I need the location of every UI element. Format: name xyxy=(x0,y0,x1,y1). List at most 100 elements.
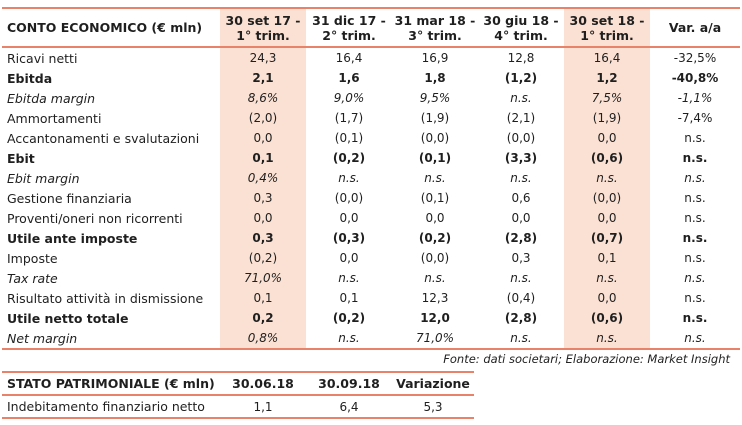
value-cell: 9,5% xyxy=(419,91,451,105)
row-label: Ebit margin xyxy=(7,170,80,186)
value-cell: 5,3 xyxy=(392,395,474,419)
row-ammortamenti: Ammortamenti (2,0) (1,7) (1,9) (2,1) (1,9) -7,… xyxy=(2,108,740,128)
column-header-date-2: 30.09.18 xyxy=(306,371,392,396)
value-cell: (0,4) xyxy=(506,291,536,305)
row-ebit-margin: Ebit margin 0,4% n.s. n.s. n.s. n.s. n.s. xyxy=(2,168,740,188)
value-cell: 6,4 xyxy=(306,395,392,419)
row-label: Imposte xyxy=(7,250,58,266)
value-cell: 9,0% xyxy=(333,91,365,105)
value-cell: n.s. xyxy=(682,151,708,165)
value-cell: n.s. xyxy=(564,168,650,188)
value-cell: (0,1) xyxy=(418,151,452,165)
row-label: Utile netto totale xyxy=(7,310,129,326)
value-cell: (0,0) xyxy=(506,131,536,145)
value-cell: 0,8% xyxy=(220,328,306,350)
row-proventi-oneri-non-ricorrenti: Proventi/oneri non ricorrenti 0,0 0,0 0,0 0,… xyxy=(2,208,740,228)
source-note: Fonte: dati societari; Elaborazione: Mar… xyxy=(443,352,730,366)
row-label: Net margin xyxy=(2,328,220,350)
value-cell: (0,1) xyxy=(420,191,450,205)
value-cell: 1,8 xyxy=(424,71,446,85)
column-header-line1: 30 set 17 - xyxy=(225,12,301,28)
value-cell: 0,0 xyxy=(220,128,306,148)
value-cell: 0,0 xyxy=(339,251,359,265)
income-statement-title: CONTO ECONOMICO (€ mln) xyxy=(2,7,220,48)
row-ebitda-margin: Ebitda margin 8,6% 9,0% 9,5% n.s. 7,5% -1,1% xyxy=(2,88,740,108)
value-cell: 0,0 xyxy=(564,208,650,228)
value-cell: (0,2) xyxy=(418,231,452,245)
value-cell: (0,7) xyxy=(564,228,650,248)
value-cell: 1,1 xyxy=(220,395,306,419)
value-cell: n.s. xyxy=(478,328,564,350)
value-cell: 12,0 xyxy=(420,311,450,325)
value-cell: 0,0 xyxy=(564,128,650,148)
value-cell: n.s. xyxy=(684,291,706,305)
income-statement-body: Ricavi netti 24,3 16,4 16,9 12,8 16,4 -32,5% Eb… xyxy=(2,47,740,350)
value-cell: 0,3 xyxy=(220,188,306,208)
value-cell: (0,2) xyxy=(332,311,366,325)
value-cell: (0,0) xyxy=(420,131,450,145)
value-cell: (2,8) xyxy=(504,231,538,245)
value-cell: 0,0 xyxy=(425,211,445,225)
row-label: Ebitda xyxy=(7,70,53,86)
row-label: Ebit xyxy=(7,150,35,166)
value-cell: n.s. xyxy=(684,171,706,185)
column-header-q4-2018: 30 giu 18 - 4° trim. xyxy=(478,7,564,48)
row-imposte: Imposte (0,2) 0,0 (0,0) 0,3 0,1 n.s. xyxy=(2,248,740,268)
row-indebitamento-finanziario-netto: Indebitamento finanziario netto 1,1 6,4 5,3 xyxy=(2,395,474,419)
row-label: Ebitda margin xyxy=(7,90,96,106)
value-cell: n.s. xyxy=(510,91,532,105)
column-header-line1: 30 set 18 - xyxy=(569,12,645,28)
balance-sheet-title: STATO PATRIMONIALE (€ mln) xyxy=(2,371,220,396)
value-cell: 71,0% xyxy=(220,268,306,288)
row-label: Tax rate xyxy=(7,270,58,286)
column-header-line2: 4° trim. xyxy=(494,27,548,43)
column-header-line1: 31 dic 17 - xyxy=(312,12,386,28)
row-label: Gestione finanziaria xyxy=(7,190,132,206)
value-cell: n.s. xyxy=(306,328,392,350)
column-header-yoy-change: Var. a/a xyxy=(650,7,740,48)
value-cell: 0,1 xyxy=(564,248,650,268)
row-label: Indebitamento finanziario netto xyxy=(2,395,220,419)
value-cell: (0,0) xyxy=(420,251,450,265)
column-header-q1-2018: 30 set 18 - 1° trim. xyxy=(564,7,650,48)
value-cell: n.s. xyxy=(684,271,706,285)
row-utile-netto-totale: Utile netto totale 0,2 (0,2) 12,0 (2,8) (0,6)… xyxy=(2,308,740,328)
value-cell: n.s. xyxy=(684,131,706,145)
value-cell: 0,1 xyxy=(220,288,306,308)
value-cell: 0,0 xyxy=(564,288,650,308)
value-cell: n.s. xyxy=(684,211,706,225)
value-cell: 71,0% xyxy=(392,328,478,350)
row-ricavi-netti: Ricavi netti 24,3 16,4 16,9 12,8 16,4 -32,5% xyxy=(2,47,740,68)
value-cell: 12,3 xyxy=(421,291,449,305)
value-cell: (1,7) xyxy=(334,111,364,125)
value-cell: n.s. xyxy=(510,171,532,185)
value-cell: n.s. xyxy=(684,191,706,205)
value-cell: 0,2 xyxy=(220,308,306,328)
column-header-q3-2018: 31 mar 18 - 3° trim. xyxy=(392,7,478,48)
value-cell: n.s. xyxy=(564,328,650,350)
value-cell: 0,3 xyxy=(511,251,531,265)
value-cell: (2,0) xyxy=(220,108,306,128)
value-cell: -40,8% xyxy=(671,71,719,85)
row-risultato-attivita-in-dismissione: Risultato attività in dismissione 0,1 0,1 1… xyxy=(2,288,740,308)
value-cell: 0,1 xyxy=(220,148,306,168)
value-cell: 12,8 xyxy=(507,51,535,65)
value-cell: 7,5% xyxy=(564,88,650,108)
value-cell: 0,4% xyxy=(220,168,306,188)
value-cell: -7,4% xyxy=(677,111,713,125)
column-header-date-1: 30.06.18 xyxy=(220,371,306,396)
value-cell: 0,0 xyxy=(339,211,359,225)
value-cell: (0,0) xyxy=(334,191,364,205)
value-cell: 1,2 xyxy=(564,68,650,88)
value-cell: (0,3) xyxy=(332,231,366,245)
value-cell: 16,9 xyxy=(421,51,449,65)
value-cell: 0,0 xyxy=(220,208,306,228)
column-header-q1-2017: 30 set 17 - 1° trim. xyxy=(220,7,306,48)
row-ebitda: Ebitda 2,1 1,6 1,8 (1,2) 1,2 -40,8% xyxy=(2,68,740,88)
value-cell: (1,9) xyxy=(420,111,450,125)
value-cell: (0,1) xyxy=(334,131,364,145)
value-cell: -1,1% xyxy=(677,91,713,105)
row-label: Ammortamenti xyxy=(7,110,102,126)
value-cell: (2,8) xyxy=(504,311,538,325)
row-accantonamenti-e-svalutazioni: Accantonamenti e svalutazioni 0,0 (0,1) (0,… xyxy=(2,128,740,148)
